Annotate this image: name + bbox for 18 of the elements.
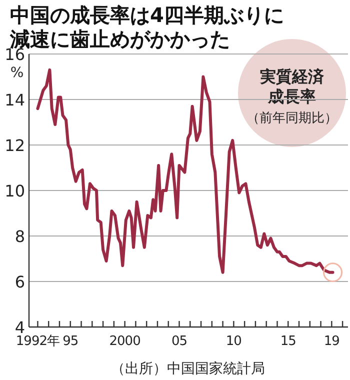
- ytick: 8: [14, 227, 25, 246]
- annotation: （前年同期比）: [246, 111, 338, 126]
- ytick: 12: [4, 136, 25, 155]
- xtick: 10: [226, 334, 242, 349]
- annotation: 実質経済: [260, 67, 324, 86]
- xtick: 1992年: [16, 334, 60, 349]
- ytick: 14: [4, 90, 25, 110]
- xtick: 2000: [109, 334, 140, 349]
- ytick: 4: [14, 318, 25, 337]
- annotation: （出所）中国国家統計局: [111, 361, 265, 377]
- xtick: 95: [62, 334, 78, 349]
- xtick: 19: [324, 334, 340, 349]
- ytick: 10: [4, 182, 25, 200]
- xtick: 15: [280, 334, 296, 349]
- xtick: 05: [171, 334, 188, 349]
- ylabel: %: [10, 65, 24, 81]
- title: 中国の成長率は4四半期ぶりに: [10, 3, 284, 27]
- ytick: 6: [14, 272, 25, 292]
